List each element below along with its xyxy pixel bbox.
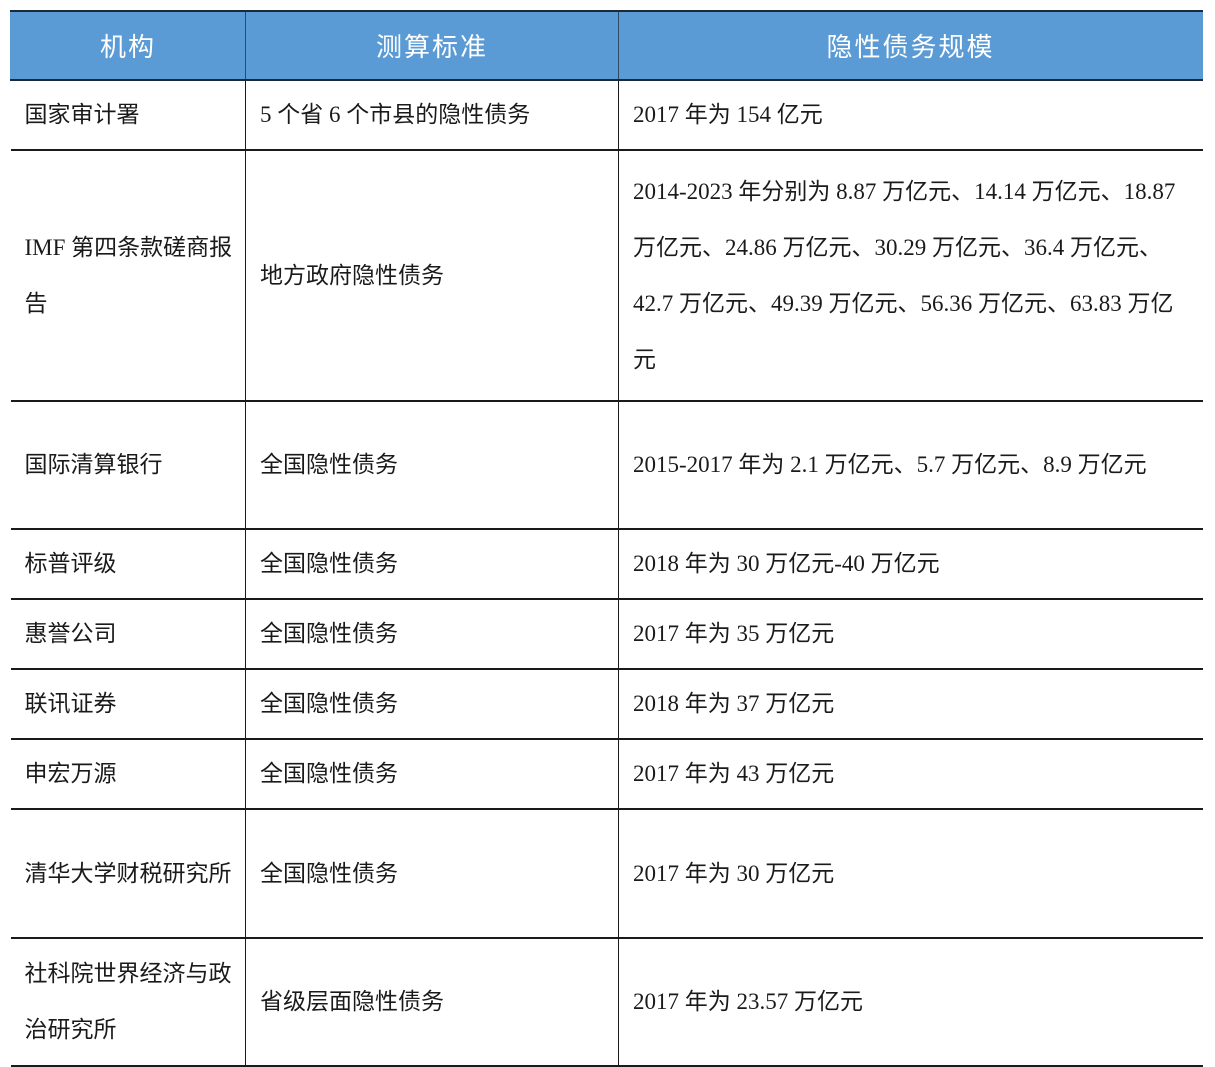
cell-standard: 5 个省 6 个市县的隐性债务 — [245, 80, 619, 151]
column-header-measurement-standard: 测算标准 — [245, 10, 619, 81]
cell-standard: 地方政府隐性债务 — [245, 150, 619, 402]
cell-debt-scale: 2017 年为 30 万亿元 — [618, 809, 1203, 939]
cell-standard: 全国隐性债务 — [245, 401, 619, 530]
column-header-organization: 机构 — [10, 10, 246, 81]
cell-standard: 全国隐性债务 — [245, 739, 619, 810]
cell-standard: 省级层面隐性债务 — [245, 938, 619, 1067]
column-header-hidden-debt-scale: 隐性债务规模 — [618, 10, 1203, 81]
cell-organization: IMF 第四条款磋商报告 — [10, 150, 246, 402]
cell-standard: 全国隐性债务 — [245, 809, 619, 939]
cell-organization: 惠誉公司 — [10, 599, 246, 670]
cell-debt-scale: 2015-2017 年为 2.1 万亿元、5.7 万亿元、8.9 万亿元 — [618, 401, 1203, 530]
cell-debt-scale: 2017 年为 43 万亿元 — [618, 739, 1203, 810]
table-row: 联讯证券 全国隐性债务 2018 年为 37 万亿元 — [10, 669, 1203, 740]
table-row: 清华大学财税研究所 全国隐性债务 2017 年为 30 万亿元 — [10, 809, 1203, 939]
cell-organization: 联讯证券 — [10, 669, 246, 740]
table-row: 申宏万源 全国隐性债务 2017 年为 43 万亿元 — [10, 739, 1203, 810]
cell-debt-scale: 2017 年为 35 万亿元 — [618, 599, 1203, 670]
cell-standard: 全国隐性债务 — [245, 529, 619, 600]
cell-standard: 全国隐性债务 — [245, 599, 619, 670]
cell-debt-scale: 2018 年为 37 万亿元 — [618, 669, 1203, 740]
cell-organization: 社科院世界经济与政治研究所 — [10, 938, 246, 1067]
cell-debt-scale: 2014-2023 年分别为 8.87 万亿元、14.14 万亿元、18.87 … — [618, 150, 1203, 402]
cell-standard: 全国隐性债务 — [245, 669, 619, 740]
cell-debt-scale: 2017 年为 154 亿元 — [618, 80, 1203, 151]
table-row: 惠誉公司 全国隐性债务 2017 年为 35 万亿元 — [10, 599, 1203, 670]
cell-organization: 国际清算银行 — [10, 401, 246, 530]
table-header-row: 机构 测算标准 隐性债务规模 — [10, 10, 1203, 81]
table-row: 标普评级 全国隐性债务 2018 年为 30 万亿元-40 万亿元 — [10, 529, 1203, 600]
table-header: 机构 测算标准 隐性债务规模 — [10, 10, 1203, 81]
cell-organization: 国家审计署 — [10, 80, 246, 151]
table-row: IMF 第四条款磋商报告 地方政府隐性债务 2014-2023 年分别为 8.8… — [10, 150, 1203, 402]
table-body: 国家审计署 5 个省 6 个市县的隐性债务 2017 年为 154 亿元 IMF… — [10, 80, 1203, 1067]
table-row: 国际清算银行 全国隐性债务 2015-2017 年为 2.1 万亿元、5.7 万… — [10, 401, 1203, 530]
table-row: 社科院世界经济与政治研究所 省级层面隐性债务 2017 年为 23.57 万亿元 — [10, 938, 1203, 1067]
table-row: 国家审计署 5 个省 6 个市县的隐性债务 2017 年为 154 亿元 — [10, 80, 1203, 151]
cell-debt-scale: 2018 年为 30 万亿元-40 万亿元 — [618, 529, 1203, 600]
cell-organization: 申宏万源 — [10, 739, 246, 810]
cell-organization: 标普评级 — [10, 529, 246, 600]
hidden-debt-estimates-table: 机构 测算标准 隐性债务规模 国家审计署 5 个省 6 个市县的隐性债务 201… — [10, 10, 1203, 1067]
cell-debt-scale: 2017 年为 23.57 万亿元 — [618, 938, 1203, 1067]
cell-organization: 清华大学财税研究所 — [10, 809, 246, 939]
